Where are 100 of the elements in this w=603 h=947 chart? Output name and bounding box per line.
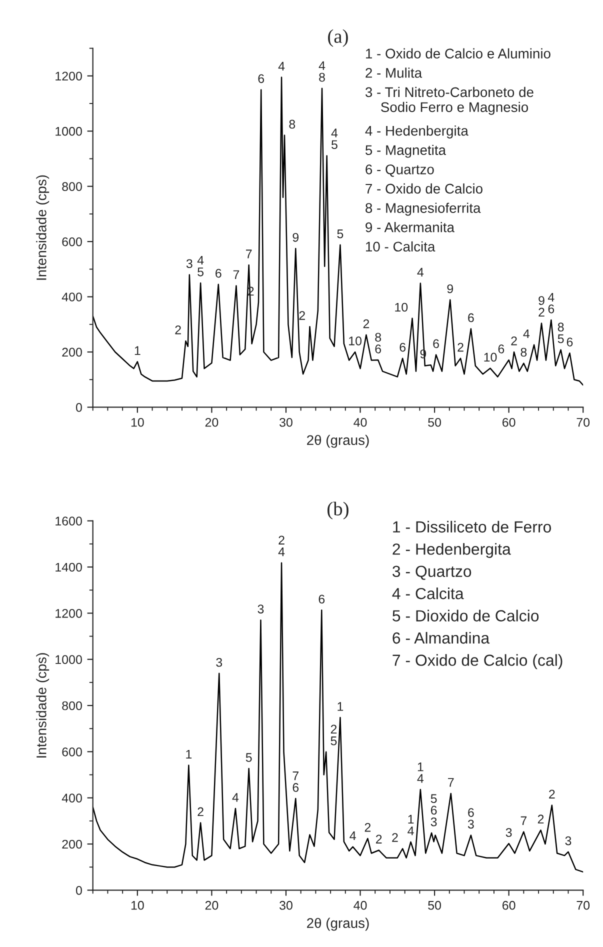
annotation: 9 xyxy=(447,284,454,294)
annotation: 2 xyxy=(299,311,305,320)
annotation: 3 - Quartzo xyxy=(392,566,472,580)
annotation: 8 xyxy=(520,348,527,357)
x-tick-label: 50 xyxy=(428,418,442,427)
y-tick-label: 800 xyxy=(62,182,82,191)
y-tick-label: 800 xyxy=(62,701,82,710)
x-tick-label: 50 xyxy=(428,900,442,910)
annotation: 6 xyxy=(318,594,325,604)
annotation: 3 xyxy=(186,259,192,268)
annotation: 6 - Almandina xyxy=(392,632,490,644)
annotation: 2 xyxy=(392,833,398,842)
annotation: 7 - Oxido de Calcio xyxy=(366,183,482,194)
annotation: 10 xyxy=(484,352,497,362)
x-tick-label: 10 xyxy=(131,418,144,427)
annotation: 6 xyxy=(498,344,504,354)
x-axis-title: 2θ (graus) xyxy=(307,434,369,448)
annotation: 1 xyxy=(186,750,192,759)
x-tick-label: 20 xyxy=(205,900,218,910)
annotation: 9 - Akermanita xyxy=(366,222,454,232)
y-tick-label: 1600 xyxy=(56,516,82,526)
y-axis-title: Intensidade (cps) xyxy=(36,653,50,758)
annotation: 6 xyxy=(216,268,222,278)
annotation: 3 xyxy=(216,658,222,667)
annotation: 4 xyxy=(350,831,356,840)
annotation: 6 - Quartzo xyxy=(366,164,434,177)
annotation: 1 xyxy=(338,702,344,711)
x-tick-label: 60 xyxy=(502,900,516,910)
annotation: 6 xyxy=(400,342,406,352)
annotation: 3 xyxy=(506,828,512,837)
annotation: 7 6 xyxy=(292,772,299,792)
annotation: 2 xyxy=(198,807,204,816)
annotation: 5 xyxy=(246,753,252,762)
x-tick-label: 70 xyxy=(576,900,590,910)
annotation: 8 xyxy=(289,120,296,129)
y-tick-label: 1000 xyxy=(56,126,82,136)
y-tick-label: 1000 xyxy=(56,655,82,664)
annotation: 7 - Oxido de Calcio (cal) xyxy=(392,654,562,670)
annotation: 1 xyxy=(134,346,140,355)
annotation: 7 xyxy=(448,778,454,787)
annotation: 4 - Calcita xyxy=(392,588,464,600)
annotation: 5 6 3 xyxy=(430,794,437,826)
annotation: 5 - Dioxido de Calcio xyxy=(392,610,539,622)
y-tick-label: 1200 xyxy=(56,72,82,81)
annotation: 3 - Tri Nitreto-Carboneto de Sodio Ferro e Magnesio xyxy=(365,86,534,115)
annotation: 2 xyxy=(511,336,517,346)
annotation: 4 8 xyxy=(318,61,326,82)
annotation: 2 xyxy=(376,834,382,844)
y-tick-label: 400 xyxy=(62,794,82,802)
annotation: 4 xyxy=(417,268,424,276)
annotation: 8 - Magnesioferrita xyxy=(366,202,481,216)
x-tick-label: 20 xyxy=(205,418,218,427)
annotation: 9 2 xyxy=(538,296,544,317)
annotation: 2 xyxy=(538,814,544,824)
y-tick-label: 600 xyxy=(62,237,82,246)
annotation: 2 4 xyxy=(278,536,285,556)
annotation: 2 xyxy=(549,790,555,798)
annotation: 7 xyxy=(246,250,252,258)
annotation: 2 - Mulita xyxy=(366,68,422,78)
x-tick-label: 70 xyxy=(576,418,590,427)
annotation: 5 - Magnetita xyxy=(366,144,446,158)
annotation: 2 - Hedenbergita xyxy=(392,543,511,558)
y-axis-title: Intensidade (cps) xyxy=(36,175,50,280)
y-tick-label: 400 xyxy=(62,292,82,302)
annotation: 4 5 xyxy=(331,128,338,150)
y-tick-label: 0 xyxy=(76,886,82,895)
annotation: 1 - Oxido de Calcio e Aluminio xyxy=(366,48,550,58)
y-tick-label: 600 xyxy=(62,747,82,756)
annotation: 10 xyxy=(349,336,362,346)
annotation: 2 xyxy=(364,822,371,832)
chart-title: (a) xyxy=(328,29,348,47)
annotation: 7 xyxy=(520,816,527,826)
annotation: 2 5 xyxy=(330,724,337,746)
annotation: 2 xyxy=(458,342,464,352)
x-tick-label: 40 xyxy=(354,418,367,427)
annotation: 9 xyxy=(292,232,299,242)
y-tick-label: 1200 xyxy=(56,608,82,618)
y-tick-label: 1400 xyxy=(56,562,82,572)
annotation: 6 xyxy=(468,313,474,322)
annotation: 1 4 xyxy=(408,814,414,836)
annotation: 6 xyxy=(258,74,264,84)
x-tick-label: 30 xyxy=(280,900,292,910)
annotation: 10 - Calcita xyxy=(366,241,436,252)
annotation: 3 xyxy=(565,836,572,846)
annotation: 6 xyxy=(566,338,573,346)
y-tick-label: 200 xyxy=(62,840,82,849)
x-tick-label: 30 xyxy=(280,418,292,427)
x-tick-label: 10 xyxy=(131,900,144,910)
annotation: 10 xyxy=(395,302,408,312)
y-tick-label: 0 xyxy=(76,403,82,412)
annotation: 4 xyxy=(232,793,239,802)
line-series xyxy=(92,562,584,873)
annotation: 4 5 xyxy=(197,256,204,276)
annotation: 4 xyxy=(278,62,285,71)
x-tick-label: 60 xyxy=(502,418,516,427)
annotation: 4 xyxy=(523,329,530,338)
annotation: 6 3 xyxy=(468,808,474,829)
annotation: 6 xyxy=(433,339,439,348)
annotation: 1 4 xyxy=(417,762,424,783)
annotation: 3 xyxy=(258,604,264,614)
